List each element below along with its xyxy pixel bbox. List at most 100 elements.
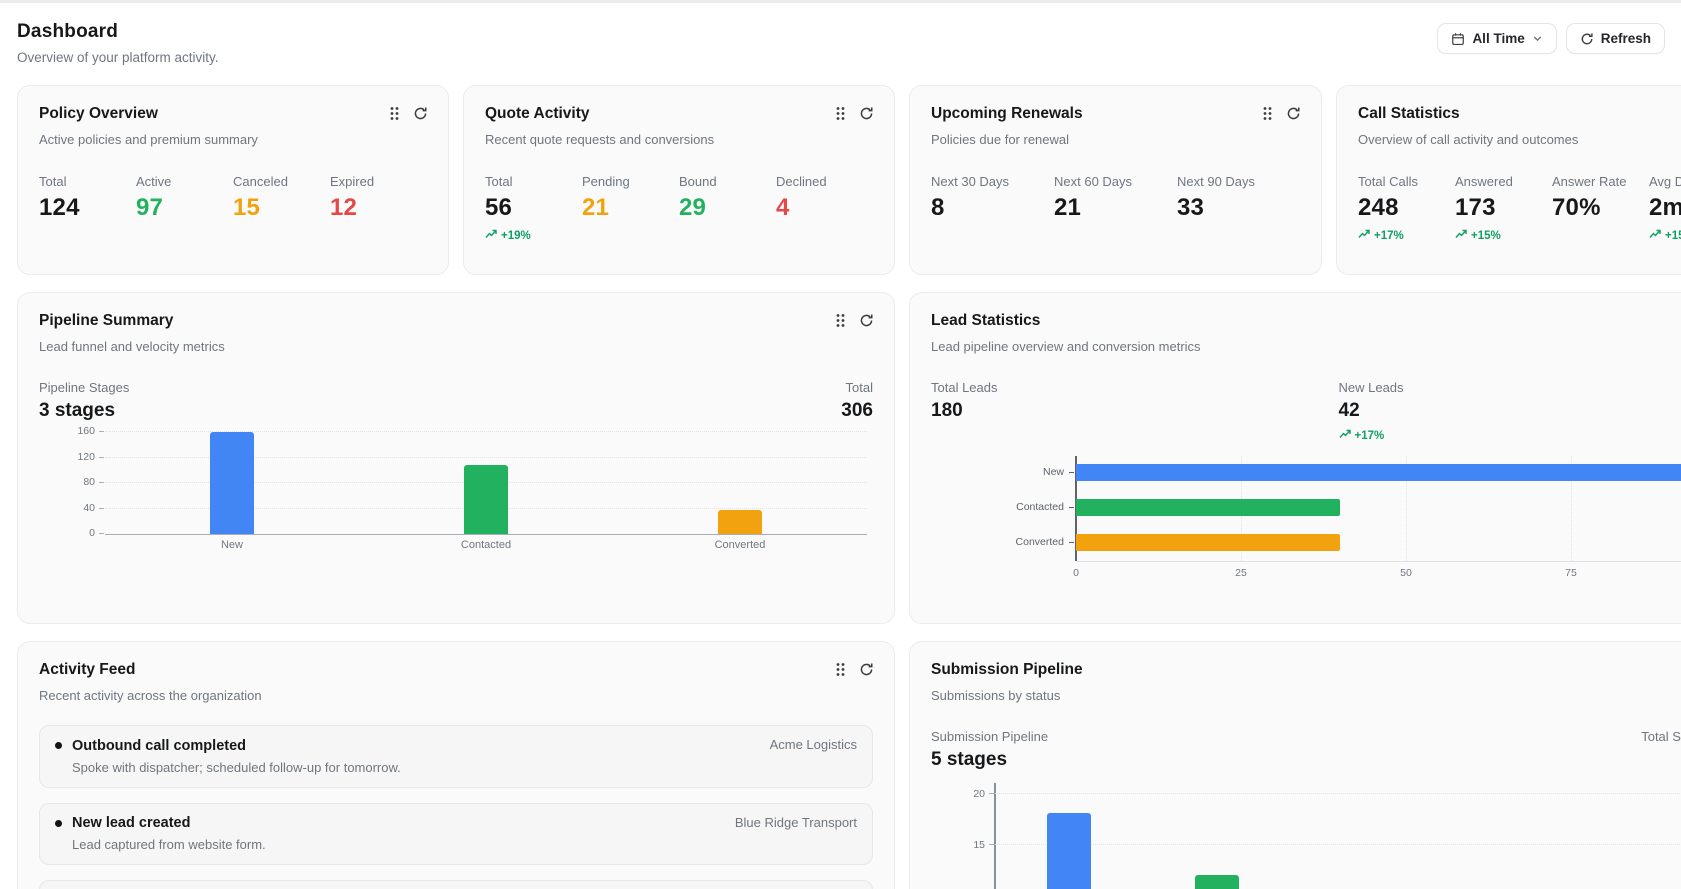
bar-new[interactable]	[1076, 464, 1681, 481]
chevron-down-icon	[1532, 33, 1543, 44]
y-category-label: Contacted	[1016, 501, 1064, 513]
drag-handle-icon[interactable]	[389, 106, 400, 121]
bar-contacted[interactable]	[1076, 499, 1340, 516]
card-refresh-icon[interactable]	[859, 313, 874, 328]
card-actions	[835, 106, 874, 121]
bar-converted[interactable]	[1076, 534, 1340, 551]
stat-total-submissions: Total Submissions 43	[1339, 729, 1681, 771]
activity-description: Lead captured from website form.	[72, 837, 266, 852]
stat-label: Total Calls	[1358, 174, 1418, 189]
drag-handle-icon[interactable]	[835, 313, 846, 328]
stat-label: Pipeline Stages	[39, 380, 130, 395]
card-refresh-icon[interactable]	[859, 662, 874, 677]
y-tick-label: 40	[83, 501, 95, 514]
trend-badge: +15%	[1455, 229, 1552, 242]
stat-label: Answered	[1455, 174, 1513, 189]
activity-item-partial[interactable]	[39, 880, 873, 889]
y-tick-label: 0	[89, 527, 95, 539]
y-tick-mark	[99, 533, 104, 534]
y-tick-mark	[989, 793, 994, 794]
activity-item-title-group: Outbound call completed	[55, 738, 246, 754]
activity-item[interactable]: New lead created Blue Ridge Transport Lead…	[39, 802, 873, 865]
activity-title: New lead created	[72, 815, 191, 831]
card-subtitle: Policies due for renewal	[931, 132, 1070, 147]
card-subtitle: Lead pipeline overview and conversion me…	[931, 339, 1201, 354]
gridline	[995, 844, 1681, 845]
stat-value: 5 stages	[931, 749, 1008, 770]
card-actions	[835, 662, 874, 677]
card-refresh-icon[interactable]	[859, 106, 874, 121]
gridline	[995, 793, 1681, 794]
card-grid: Policy Overview Active policies and prem…	[17, 85, 1681, 889]
y-tick-label: 80	[83, 476, 95, 488]
stat-total-leads: Total Leads 180	[931, 380, 1339, 442]
stat-label: Total	[845, 380, 873, 395]
card-refresh-icon[interactable]	[413, 106, 428, 121]
bar-new[interactable]	[209, 432, 254, 534]
y-tick-mark	[989, 844, 994, 845]
card-refresh-icon[interactable]	[1286, 106, 1301, 121]
chart-plot: 0 40 80 120 160 New Contacted Converted	[77, 425, 867, 551]
activity-org: Blue Ridge Transport	[734, 814, 857, 830]
stat-next-30-days: Next 30 Days 8	[931, 174, 1054, 222]
stat-value: 15	[233, 194, 261, 221]
bar-contacted[interactable]	[464, 465, 508, 534]
refresh-button[interactable]: Refresh	[1565, 23, 1665, 54]
x-tick-label: 50	[1400, 567, 1412, 579]
stat-label: Total	[39, 174, 67, 189]
trend-badge: +17%	[1338, 429, 1681, 442]
time-filter-button[interactable]: All Time	[1437, 23, 1557, 54]
card-subtitle: Recent quote requests and conversions	[485, 132, 715, 147]
bar-stage-2[interactable]	[1195, 874, 1240, 889]
y-tick-mark	[1069, 472, 1074, 473]
stat-label: Bound	[679, 174, 717, 189]
stat-value: 70%	[1552, 194, 1601, 221]
chart-plot: 0255075100NewContactedConverted	[1016, 456, 1681, 579]
activity-item[interactable]: Outbound call completed Acme Logistics Spo…	[39, 725, 873, 788]
stat-declined: Declined 4	[776, 174, 873, 242]
card-quote-activity: Quote Activity Recent quote requests and…	[463, 85, 895, 275]
stat-submission-stages: Submission Pipeline 5 stages	[931, 729, 1339, 771]
activity-description: Spoke with dispatcher; scheduled follow-…	[72, 759, 401, 775]
stat-value: 8	[931, 194, 945, 221]
y-tick-label: 15	[973, 839, 985, 851]
x-tick-label: Converted	[714, 539, 766, 551]
card-call-statistics: Call Statistics Overview of call activit…	[1336, 85, 1681, 275]
y-tick-mark	[99, 456, 104, 458]
y-tick-mark	[99, 507, 104, 509]
top-border	[0, 0, 1681, 3]
stat-label: New Leads	[1338, 380, 1404, 395]
stats-row: Total 124 Active 97 Canceled 15 Expired 12	[39, 174, 427, 222]
stat-total-calls: Total Calls 248 +17%	[1358, 174, 1455, 242]
stat-label: Submission Pipeline	[931, 729, 1049, 744]
trend-text: +17%	[1374, 229, 1404, 242]
page-title: Dashboard	[17, 21, 119, 42]
bar-converted[interactable]	[718, 509, 762, 534]
trending-up-icon	[1455, 229, 1467, 242]
page-header: Dashboard Overview of your platform acti…	[17, 21, 1665, 65]
stat-next-90-days: Next 90 Days 33	[1177, 174, 1300, 222]
stat-new-leads: New Leads 42 +17%	[1339, 380, 1681, 442]
drag-handle-icon[interactable]	[835, 662, 846, 677]
stat-total: Total 306	[456, 380, 873, 422]
toolbar: All Time Refresh	[1437, 23, 1665, 54]
stat-value: 21	[582, 194, 610, 221]
stat-answer-rate: Answer Rate 70%	[1552, 174, 1649, 242]
card-actions	[835, 313, 874, 328]
bar-stage-1[interactable]	[1047, 813, 1092, 889]
y-tick-label: 20	[973, 788, 985, 800]
trending-up-icon	[1338, 429, 1351, 442]
drag-handle-icon[interactable]	[835, 106, 846, 121]
y-tick-mark	[1069, 542, 1074, 543]
stat-value: 248	[1358, 194, 1399, 221]
stat-pair: Pipeline Stages 3 stages Total 306	[39, 380, 873, 422]
card-subtitle: Recent activity across the organization	[39, 688, 262, 703]
y-category-label: Converted	[1015, 536, 1064, 548]
gridline	[105, 456, 867, 458]
page-heading-block: Dashboard Overview of your platform acti…	[17, 21, 219, 65]
stat-label: Next 90 Days	[1177, 174, 1256, 189]
trending-up-icon	[1649, 229, 1661, 242]
time-filter-label: All Time	[1472, 31, 1525, 46]
card-lead-statistics: Lead Statistics Lead pipeline overview a…	[909, 292, 1681, 624]
drag-handle-icon[interactable]	[1262, 106, 1273, 121]
